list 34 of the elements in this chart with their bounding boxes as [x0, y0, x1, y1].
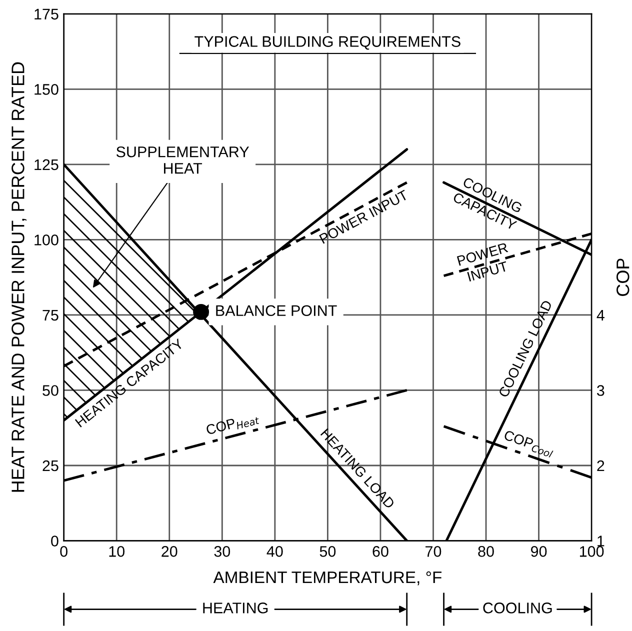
- y-tick-label: 0: [51, 536, 58, 546]
- y-tick-label: 175: [34, 8, 58, 20]
- text: COP$_{Heat}$: [206, 412, 260, 438]
- x-tick-label: 60: [372, 546, 388, 557]
- y-tick-label: 150: [34, 84, 58, 95]
- y-axis-title: HEAT RATE AND POWER INPUT, PERCENT RATED: [12, 62, 26, 492]
- y2-tick-label: 2: [597, 460, 604, 472]
- y-tick-label: 75: [42, 310, 58, 321]
- x-tick-label: 50: [320, 546, 336, 557]
- text: POWER INPUT: [456, 242, 508, 282]
- text: TYPICAL BUILDING REQUIREMENTS: [194, 36, 460, 50]
- annotation: SUPPLEMENTARY HEAT: [116, 146, 250, 174]
- text: HEATING: [203, 602, 268, 614]
- series-label: BALANCE POINT: [216, 305, 337, 316]
- x-tick-label: 20: [162, 546, 178, 557]
- x-tick-label: 90: [531, 546, 547, 557]
- x-tick-label: 0: [60, 546, 68, 557]
- x-tick-label: 40: [266, 546, 283, 557]
- y2-tick-label: 1: [598, 536, 604, 546]
- y2-tick-label: 4: [596, 310, 604, 320]
- text: COOLING: [483, 602, 552, 614]
- x-tick-label: 10: [109, 546, 125, 557]
- y-tick-label: 125: [34, 159, 58, 170]
- x-tick-label: 100: [580, 546, 604, 557]
- x-tick-label: 30: [214, 546, 230, 557]
- y2-tick-label: 3: [596, 385, 604, 396]
- x-axis-title: AMBIENT TEMPERATURE, °F: [213, 571, 442, 586]
- y-tick-label: 25: [42, 460, 58, 472]
- y-tick-label: 50: [42, 385, 58, 396]
- x-tick-label: 80: [478, 546, 494, 557]
- x-tick-label: 70: [426, 546, 442, 557]
- text: COP$_{Cool}$: [502, 430, 555, 458]
- y-tick-label: 100: [34, 234, 58, 246]
- y2-axis-title: COP: [616, 258, 630, 296]
